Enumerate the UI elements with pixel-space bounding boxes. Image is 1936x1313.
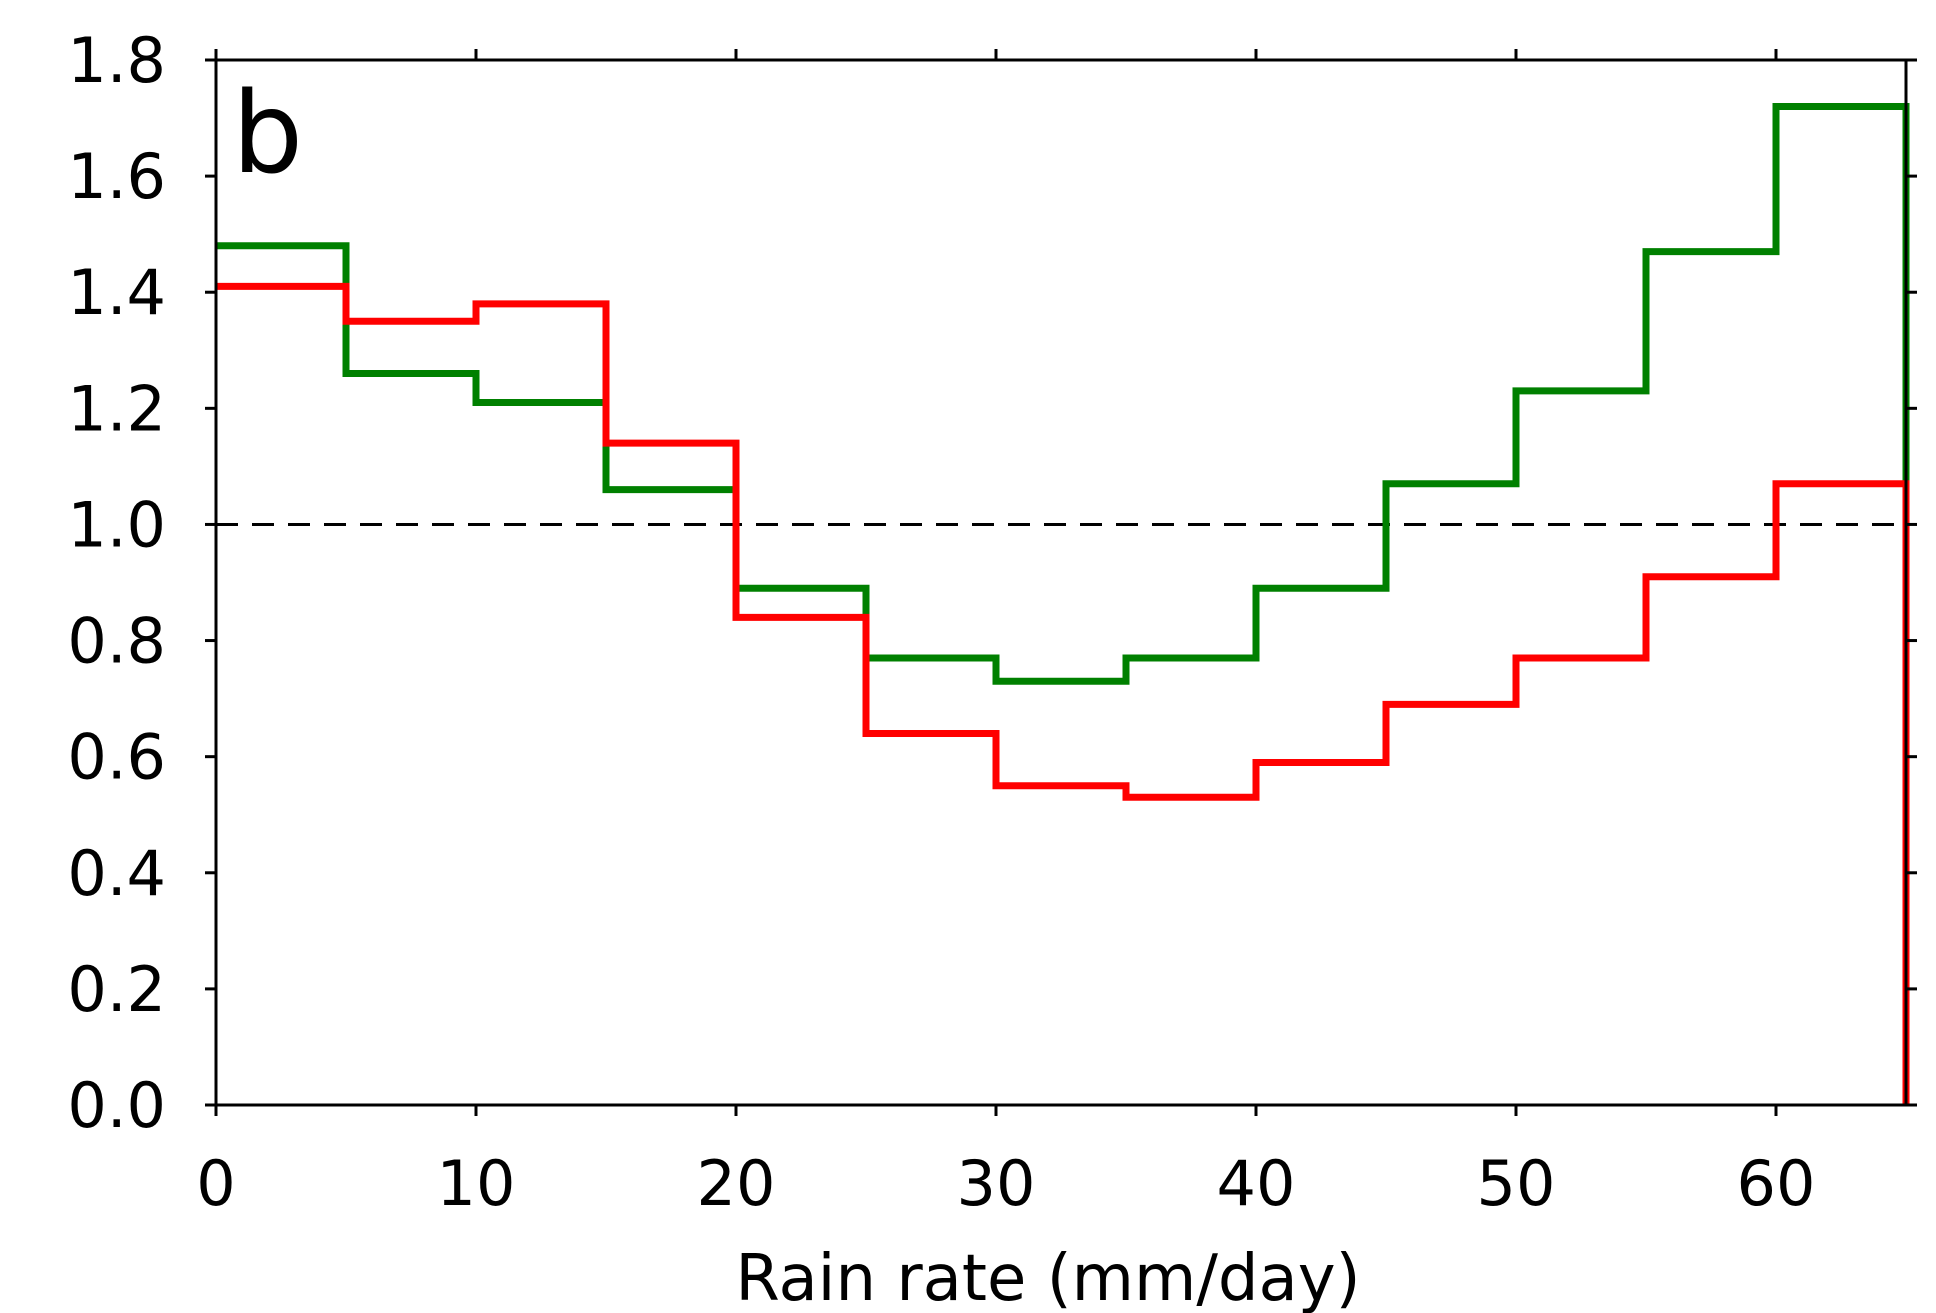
y-tick-label: 1.6 xyxy=(67,140,166,213)
y-tick-label: 1.4 xyxy=(67,256,166,329)
y-tick-label: 0.2 xyxy=(67,953,166,1026)
x-tick-label: 0 xyxy=(196,1147,235,1220)
x-tick-label: 60 xyxy=(1737,1147,1816,1220)
series-line-1 xyxy=(216,102,1910,1105)
plot-frame xyxy=(214,58,1908,1107)
x-tick-label: 20 xyxy=(697,1147,776,1220)
x-tick-label: 10 xyxy=(437,1147,516,1220)
y-tick-label: 1.0 xyxy=(67,488,166,561)
y-tick-label: 0.4 xyxy=(67,837,166,910)
y-tick-label: 1.8 xyxy=(67,24,166,97)
x-axis-label: Rain rate (mm/day) xyxy=(735,1242,1360,1313)
x-tick-label: 30 xyxy=(957,1147,1036,1220)
series-line-2 xyxy=(216,282,1910,1105)
x-tick-label: 50 xyxy=(1477,1147,1556,1220)
y-tick-label: 0.8 xyxy=(67,605,166,678)
panel-label: b xyxy=(232,69,303,199)
y-tick-label: 0.0 xyxy=(67,1069,166,1142)
axis-ticks: 0.0 0.2 0.4 0.6 0.8 1.0 1.2 1.4 1.6 1.8 0 10 20 30 40 5… xyxy=(67,24,1917,1220)
x-tick-label: 40 xyxy=(1217,1147,1296,1220)
y-tick-label: 0.6 xyxy=(67,721,166,794)
y-tick-label: 1.2 xyxy=(67,372,166,445)
plot-area xyxy=(216,102,1910,1105)
